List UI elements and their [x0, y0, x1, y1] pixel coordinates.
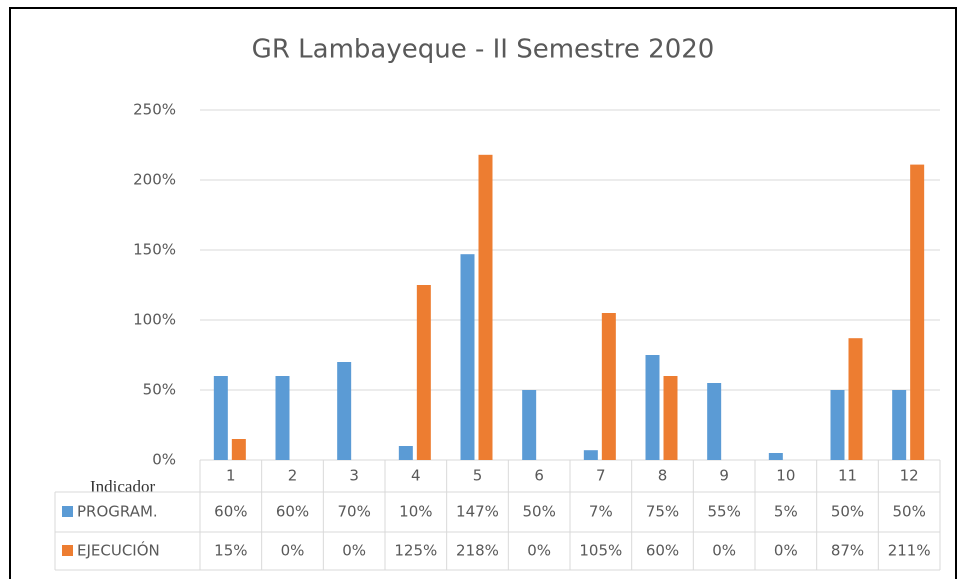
bar — [213, 376, 228, 460]
bar — [275, 376, 290, 460]
bar — [768, 453, 783, 460]
table-value: 50% — [892, 503, 925, 521]
table-value: 50% — [522, 503, 555, 521]
bar — [478, 154, 493, 461]
table-value: 125% — [394, 542, 437, 560]
x-tick-label: 6 — [534, 467, 544, 485]
table-value: 7% — [589, 503, 613, 521]
table-value: 5% — [774, 503, 798, 521]
x-tick-label: 7 — [596, 467, 606, 485]
x-tick-label: 9 — [719, 467, 729, 485]
table-value: 147% — [456, 503, 499, 521]
bar — [231, 439, 246, 460]
bar — [398, 446, 413, 460]
x-tick-label: 5 — [473, 467, 483, 485]
table-value: 50% — [831, 503, 864, 521]
table-value: 60% — [214, 503, 247, 521]
x-tick-label: 8 — [658, 467, 668, 485]
legend-label: PROGRAM. — [77, 503, 158, 521]
x-tick-label: 2 — [288, 467, 298, 485]
bar — [830, 390, 845, 460]
y-tick-label: 0% — [152, 451, 176, 469]
table-value: 60% — [646, 542, 679, 560]
y-tick-label: 100% — [133, 311, 176, 329]
legend-key — [62, 506, 73, 517]
x-tick-label: 3 — [349, 467, 359, 485]
bar — [416, 285, 431, 460]
bar — [460, 254, 475, 460]
table-value: 70% — [337, 503, 370, 521]
table-value: 0% — [527, 542, 551, 560]
bar — [583, 450, 598, 460]
table-value: 75% — [646, 503, 679, 521]
table-value: 87% — [831, 542, 864, 560]
table-value: 0% — [774, 542, 798, 560]
table-value: 105% — [579, 542, 622, 560]
bar — [892, 390, 907, 460]
table-value: 60% — [276, 503, 309, 521]
table-value: 10% — [399, 503, 432, 521]
y-tick-label: 50% — [143, 381, 176, 399]
bar — [645, 355, 660, 460]
x-tick-label: 10 — [776, 467, 795, 485]
bar — [663, 376, 678, 460]
table-value: 218% — [456, 542, 499, 560]
chart-title: GR Lambayeque - II Semestre 2020 — [252, 35, 715, 65]
bar — [910, 164, 925, 460]
bar — [337, 362, 352, 460]
table-value: 0% — [712, 542, 736, 560]
x-tick-label: 12 — [900, 467, 919, 485]
table-value: 0% — [342, 542, 366, 560]
bar — [601, 313, 616, 460]
table-value: 15% — [214, 542, 247, 560]
x-tick-label: 1 — [226, 467, 236, 485]
y-tick-label: 250% — [133, 101, 176, 119]
y-tick-label: 200% — [133, 171, 176, 189]
table-value: 0% — [281, 542, 305, 560]
x-axis-label: Indicador — [90, 477, 155, 496]
x-tick-label: 4 — [411, 467, 421, 485]
y-tick-label: 150% — [133, 241, 176, 259]
legend-key — [62, 545, 73, 556]
table-value: 211% — [888, 542, 931, 560]
bar — [707, 383, 722, 460]
bar — [848, 338, 863, 460]
table-value: 55% — [707, 503, 740, 521]
legend-label: EJECUCIÓN — [77, 541, 160, 560]
x-tick-label: 11 — [838, 467, 857, 485]
bar — [522, 390, 537, 460]
